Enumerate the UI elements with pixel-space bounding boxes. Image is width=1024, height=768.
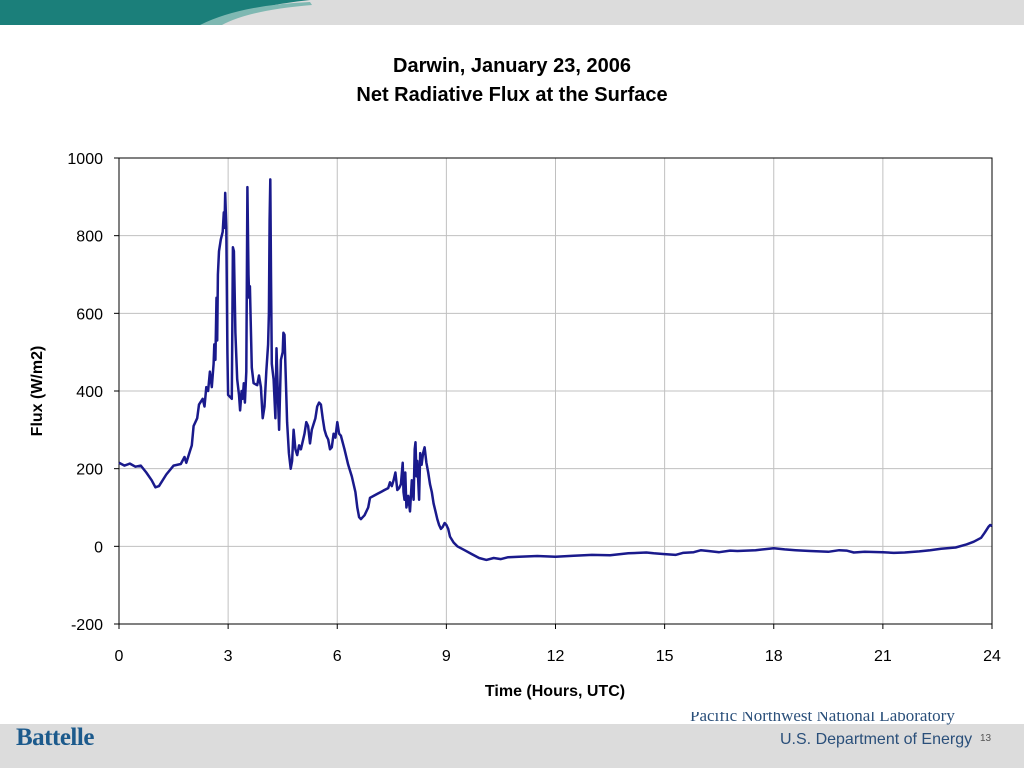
x-tick-label: 12 xyxy=(547,648,565,665)
y-tick-label: 1000 xyxy=(67,151,103,168)
y-tick-label: 0 xyxy=(94,539,103,556)
slide-title: Darwin, January 23, 2006 Net Radiative F… xyxy=(0,52,1024,110)
x-tick-label: 9 xyxy=(442,648,451,665)
slide-title-line1: Darwin, January 23, 2006 xyxy=(393,55,631,77)
x-axis-title: Time (Hours, UTC) xyxy=(485,683,625,700)
pnnl-logo-text: Pacific Northwest National Laboratory xyxy=(690,712,974,730)
y-tick-label: 600 xyxy=(76,306,103,323)
x-tick-label: 6 xyxy=(333,648,342,665)
header-swoosh-graphic xyxy=(0,0,312,25)
y-tick-label: -200 xyxy=(71,617,103,634)
y-tick-label: 400 xyxy=(76,384,103,401)
footer-band xyxy=(0,724,1024,768)
grid-lines xyxy=(119,158,992,624)
y-tick-label: 200 xyxy=(76,462,103,479)
battelle-logo: Battelle xyxy=(16,724,94,751)
page-number: 13 xyxy=(980,733,992,744)
x-tick-label: 18 xyxy=(765,648,783,665)
x-tick-label: 21 xyxy=(874,648,892,665)
x-tick-label: 3 xyxy=(224,648,233,665)
top-header-band xyxy=(0,0,1024,25)
y-tick-label: 800 xyxy=(76,229,103,246)
x-tick-label: 24 xyxy=(983,648,1001,665)
y-axis-title: Flux (W/m2) xyxy=(29,346,46,437)
doe-logo-text: U.S. Department of Energy xyxy=(780,731,973,748)
plot-area-border xyxy=(118,157,993,625)
series-layer xyxy=(118,178,993,562)
x-tick-label: 15 xyxy=(656,648,674,665)
flux-series-line xyxy=(118,178,993,562)
chart-axes: 0 3 6 9 12 15 18 21 24 -200 0 200 400 600 800 1000 xyxy=(67,151,1001,665)
x-tick-label: 0 xyxy=(115,648,124,665)
slide-title-line2: Net Radiative Flux at the Surface xyxy=(356,84,668,106)
pnnl-logo-line: Pacific Northwest National Laboratory xyxy=(690,712,955,725)
